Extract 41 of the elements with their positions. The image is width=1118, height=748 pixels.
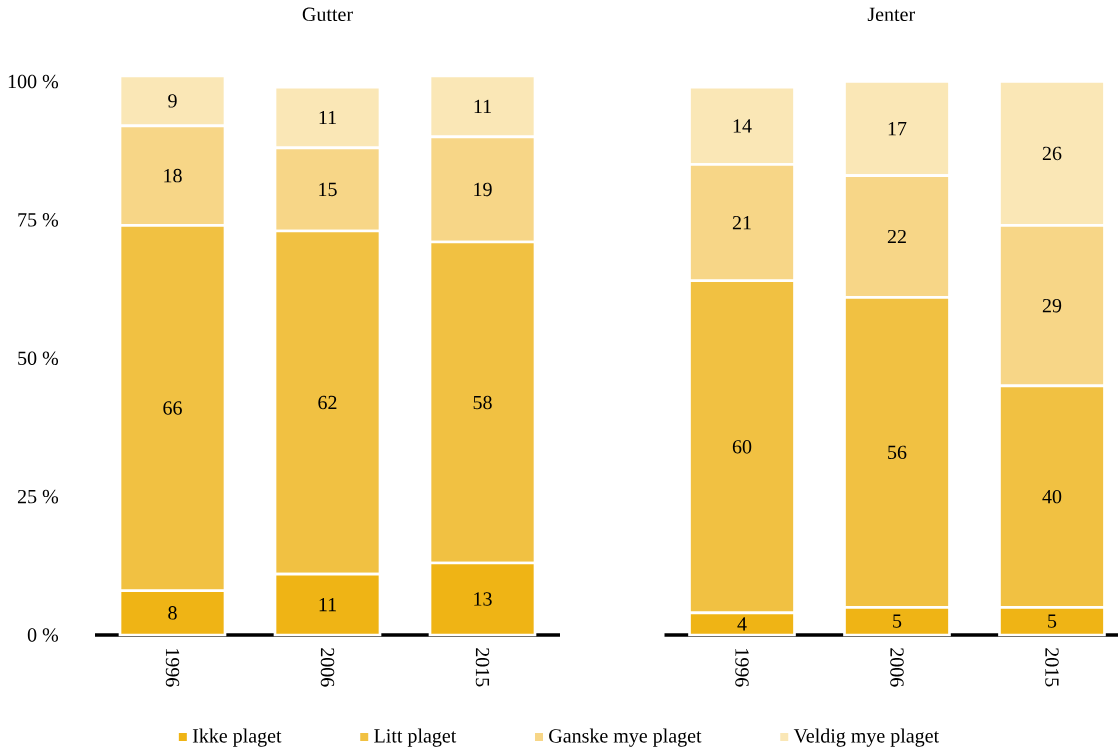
y-tick-label: 100 % [8, 74, 59, 89]
y-tick-label: 75 % [18, 213, 59, 227]
x-tick-label: 2006 [320, 648, 335, 687]
y-tick-label: 50 % [18, 351, 59, 366]
data-label: 19 [474, 182, 492, 197]
data-label: 62 [318, 395, 337, 410]
data-label: 9 [168, 94, 177, 108]
x-tick-label: 1996 [165, 649, 180, 687]
legend-label: Veldig mye plaget [793, 728, 940, 747]
y-tick-label: 0 % [27, 628, 59, 642]
legend-label: Ikke plaget [192, 728, 282, 747]
data-label: 8 [168, 606, 177, 620]
data-label: 13 [474, 592, 492, 606]
data-label: 26 [1042, 146, 1062, 161]
data-label: 66 [163, 401, 182, 415]
data-label: 40 [1042, 489, 1062, 504]
data-label: 17 [888, 121, 907, 136]
legend-label: Ganske mye plaget [549, 728, 702, 747]
data-label: 60 [732, 440, 752, 454]
x-tick-label: 2006 [890, 648, 904, 687]
x-tick-label: 2015 [1045, 648, 1059, 687]
data-label: 22 [887, 229, 906, 244]
data-label: 11 [474, 99, 491, 114]
data-label: 18 [164, 168, 182, 183]
legend-label: Litt plaget [374, 728, 457, 747]
data-label: 56 [888, 445, 907, 460]
data-label: 5 [893, 614, 902, 628]
data-label: 21 [732, 216, 751, 230]
data-label: 15 [319, 182, 337, 197]
data-label: 14 [733, 119, 752, 133]
data-label: 29 [1042, 298, 1062, 313]
chart-title: Jenter [867, 7, 915, 22]
data-label: 58 [473, 395, 492, 410]
x-tick-label: 2015 [475, 648, 490, 687]
y-tick-label: 25 % [17, 489, 59, 504]
data-label: 4 [737, 617, 747, 631]
data-label: 5 [1048, 614, 1057, 628]
chart-title: Gutter [302, 7, 353, 22]
data-label: 11 [319, 110, 336, 125]
data-label: 11 [319, 597, 336, 612]
x-tick-label: 1996 [735, 649, 749, 687]
